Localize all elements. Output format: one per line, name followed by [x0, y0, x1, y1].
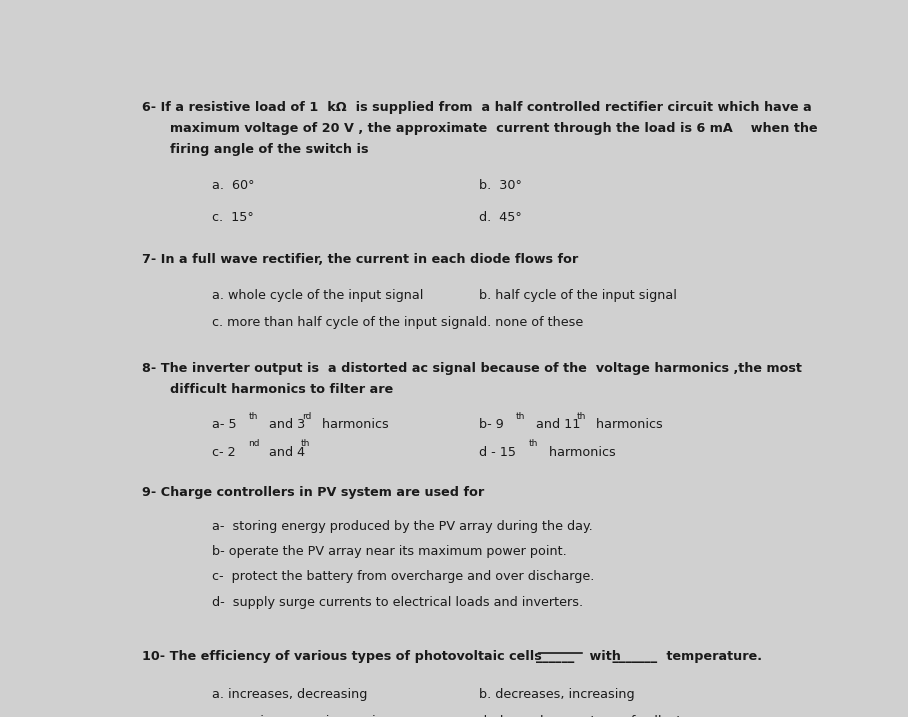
Text: and 11: and 11: [532, 418, 580, 431]
Text: c- 2: c- 2: [212, 445, 236, 458]
Text: and 4: and 4: [265, 445, 306, 458]
Text: harmonics: harmonics: [545, 445, 616, 458]
Text: d - 15: d - 15: [479, 445, 517, 458]
Text: th: th: [301, 439, 310, 448]
Text: c.  15°: c. 15°: [212, 211, 253, 224]
Text: and 3: and 3: [265, 418, 306, 431]
Text: d. none of these: d. none of these: [479, 316, 584, 329]
Text: maximum voltage of 20 V , the approximate  current through the load is 6 mA    w: maximum voltage of 20 V , the approximat…: [170, 123, 817, 136]
Text: 9- Charge controllers in PV system are used for: 9- Charge controllers in PV system are u…: [142, 487, 484, 500]
Text: nd: nd: [249, 439, 260, 448]
Text: rd: rd: [302, 412, 311, 421]
Text: d-  supply surge currents to electrical loads and inverters.: d- supply surge currents to electrical l…: [212, 596, 583, 609]
Text: c-  protect the battery from overcharge and over discharge.: c- protect the battery from overcharge a…: [212, 571, 595, 584]
Text: th: th: [528, 439, 538, 448]
Text: b. half cycle of the input signal: b. half cycle of the input signal: [479, 289, 677, 302]
Text: a. increases, decreasing: a. increases, decreasing: [212, 688, 368, 701]
Text: temperature.: temperature.: [663, 650, 763, 663]
Text: th: th: [577, 412, 586, 421]
Text: difficult harmonics to filter are: difficult harmonics to filter are: [170, 383, 393, 396]
Text: harmonics: harmonics: [592, 418, 663, 431]
Text: a. whole cycle of the input signal: a. whole cycle of the input signal: [212, 289, 423, 302]
Text: 8- The inverter output is  a distorted ac signal because of the  voltage harmoni: 8- The inverter output is a distorted ac…: [142, 361, 802, 374]
Text: _______: _______: [608, 650, 657, 663]
Text: harmonics: harmonics: [318, 418, 389, 431]
Text: 6- If a resistive load of 1  kΩ  is supplied from  a half controlled rectifier c: 6- If a resistive load of 1 kΩ is suppli…: [142, 102, 812, 115]
Text: b.  30°: b. 30°: [479, 179, 522, 192]
Text: a.  60°: a. 60°: [212, 179, 254, 192]
Text: a-  storing energy produced by the PV array during the day.: a- storing energy produced by the PV arr…: [212, 520, 593, 533]
Text: d.  45°: d. 45°: [479, 211, 522, 224]
Text: b- operate the PV array near its maximum power point.: b- operate the PV array near its maximum…: [212, 545, 567, 559]
Text: c. remains same, increasing: c. remains same, increasing: [212, 716, 392, 717]
Text: with: with: [585, 650, 621, 663]
Text: b- 9: b- 9: [479, 418, 504, 431]
Text: c. more than half cycle of the input signal: c. more than half cycle of the input sig…: [212, 316, 479, 329]
Text: th: th: [516, 412, 526, 421]
Text: firing angle of the switch is: firing angle of the switch is: [170, 143, 369, 156]
Text: 10- The efficiency of various types of photovoltaic cells: 10- The efficiency of various types of p…: [142, 650, 541, 663]
Text: th: th: [249, 412, 258, 421]
Text: b. decreases, increasing: b. decreases, increasing: [479, 688, 635, 701]
Text: a- 5: a- 5: [212, 418, 237, 431]
Text: d. depends upon type of collector: d. depends upon type of collector: [479, 716, 695, 717]
Text: ______: ______: [536, 650, 574, 663]
Text: 7- In a full wave rectifier, the current in each diode flows for: 7- In a full wave rectifier, the current…: [142, 253, 577, 266]
